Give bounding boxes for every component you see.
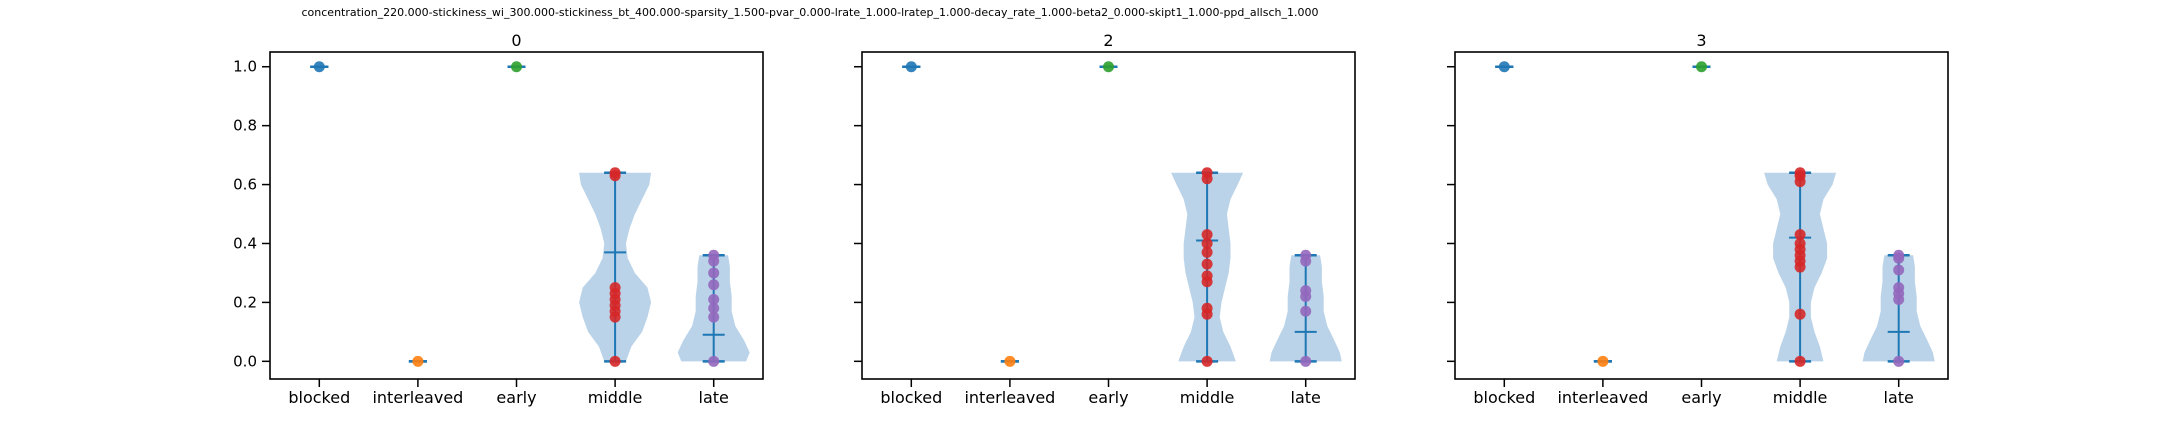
- x-tick-label: interleaved: [964, 388, 1055, 407]
- group-middle: middle: [579, 167, 652, 407]
- data-point: [609, 355, 621, 367]
- x-tick-label: blocked: [880, 388, 942, 407]
- data-point: [708, 279, 720, 291]
- panel-title: 2: [1103, 31, 1113, 50]
- panel-title: 0: [511, 31, 521, 50]
- group-interleaved: interleaved: [964, 355, 1055, 407]
- data-point: [1201, 246, 1213, 258]
- data-point: [1794, 229, 1806, 241]
- group-early: early: [496, 61, 537, 407]
- data-point: [1300, 355, 1312, 367]
- data-point: [1893, 355, 1905, 367]
- group-interleaved: interleaved: [1557, 355, 1648, 407]
- data-point: [1597, 355, 1609, 367]
- data-point: [1893, 249, 1905, 261]
- data-point: [313, 61, 325, 73]
- data-point: [1893, 264, 1905, 276]
- data-point: [708, 249, 720, 261]
- group-blocked: blocked: [288, 61, 350, 407]
- y-tick-label: 0.8: [233, 117, 257, 135]
- panel-0: 0 0.0 0.2 0.4 0.6 0.8 1.0 blocked interleaved ear…: [233, 31, 764, 407]
- data-point: [708, 311, 720, 323]
- data-point: [412, 355, 424, 367]
- x-tick-label: late: [1884, 388, 1914, 407]
- y-tick-label: 0.2: [233, 293, 257, 311]
- data-point: [1201, 167, 1213, 179]
- data-point: [1794, 167, 1806, 179]
- x-tick-label: early: [1088, 388, 1128, 407]
- x-tick-label: early: [1681, 388, 1721, 407]
- data-point: [1201, 355, 1213, 367]
- x-tick-label: late: [1291, 388, 1321, 407]
- x-tick-label: interleaved: [372, 388, 463, 407]
- x-tick-label: blocked: [288, 388, 350, 407]
- data-point: [1201, 258, 1213, 270]
- group-early: early: [1681, 61, 1722, 407]
- panel-title: 3: [1696, 31, 1706, 50]
- data-point: [1300, 249, 1312, 261]
- x-tick-label: late: [699, 388, 729, 407]
- figure-suptitle: concentration_220.000-stickiness_wi_300.…: [301, 6, 1319, 19]
- data-point: [1201, 270, 1213, 282]
- panel-2: 2 blocked interleaved early middle late: [854, 31, 1356, 407]
- y-tick-label: 0.0: [233, 352, 257, 370]
- group-interleaved: interleaved: [372, 355, 463, 407]
- panel-3: 3 blocked interleaved early middle late: [1447, 31, 1949, 407]
- data-point: [1201, 302, 1213, 314]
- x-tick-label: middle: [1180, 388, 1235, 407]
- data-point: [1300, 285, 1312, 297]
- x-tick-label: interleaved: [1557, 388, 1648, 407]
- data-point: [609, 167, 621, 179]
- axes-frame: [861, 51, 1356, 380]
- x-tick-label: middle: [588, 388, 643, 407]
- group-middle: middle: [1764, 167, 1837, 407]
- data-point: [1300, 305, 1312, 317]
- group-late: late: [1269, 249, 1342, 407]
- data-point: [1498, 61, 1510, 73]
- data-point: [708, 293, 720, 305]
- data-point: [609, 282, 621, 294]
- y-tick-label: 0.4: [233, 234, 257, 252]
- data-point: [708, 355, 720, 367]
- group-early: early: [1088, 61, 1129, 407]
- y-tick-label: 1.0: [233, 58, 257, 76]
- data-point: [905, 61, 917, 73]
- axes-frame: [269, 51, 764, 380]
- data-point: [708, 267, 720, 279]
- data-point: [708, 302, 720, 314]
- group-blocked: blocked: [880, 61, 942, 407]
- data-point: [1893, 282, 1905, 294]
- group-late: late: [677, 249, 750, 407]
- data-point: [1004, 355, 1016, 367]
- data-point: [1794, 355, 1806, 367]
- group-middle: middle: [1171, 167, 1244, 407]
- data-point: [1794, 237, 1806, 249]
- y-tick-label: 0.6: [233, 176, 257, 194]
- data-point: [1103, 61, 1114, 73]
- data-point: [1696, 61, 1707, 73]
- group-late: late: [1862, 249, 1935, 407]
- x-tick-label: middle: [1773, 388, 1828, 407]
- data-point: [1201, 229, 1213, 241]
- x-tick-label: blocked: [1473, 388, 1535, 407]
- x-tick-label: early: [496, 388, 536, 407]
- data-point: [1794, 308, 1806, 320]
- group-blocked: blocked: [1473, 61, 1535, 407]
- axes-frame: [1454, 51, 1949, 380]
- data-point: [1201, 237, 1213, 249]
- data-point: [511, 61, 522, 73]
